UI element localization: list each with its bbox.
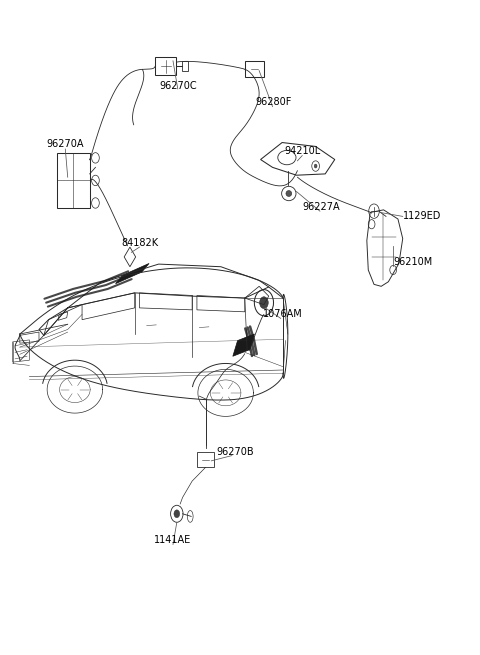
- Text: 96270C: 96270C: [159, 81, 197, 90]
- Circle shape: [260, 297, 268, 309]
- Text: 84182K: 84182K: [121, 238, 158, 248]
- Polygon shape: [116, 263, 149, 284]
- Text: 96210M: 96210M: [393, 257, 432, 267]
- Ellipse shape: [286, 191, 292, 196]
- Text: 1141AE: 1141AE: [155, 535, 192, 545]
- Text: 1129ED: 1129ED: [403, 212, 441, 221]
- Text: 94210L: 94210L: [284, 146, 320, 156]
- Circle shape: [314, 164, 317, 168]
- Text: 1076AM: 1076AM: [263, 309, 303, 320]
- Text: 96280F: 96280F: [255, 97, 292, 107]
- Text: 96270A: 96270A: [47, 140, 84, 149]
- Polygon shape: [233, 334, 254, 356]
- Text: 96270B: 96270B: [216, 447, 254, 457]
- Circle shape: [174, 510, 180, 517]
- Text: 96227A: 96227A: [302, 202, 340, 212]
